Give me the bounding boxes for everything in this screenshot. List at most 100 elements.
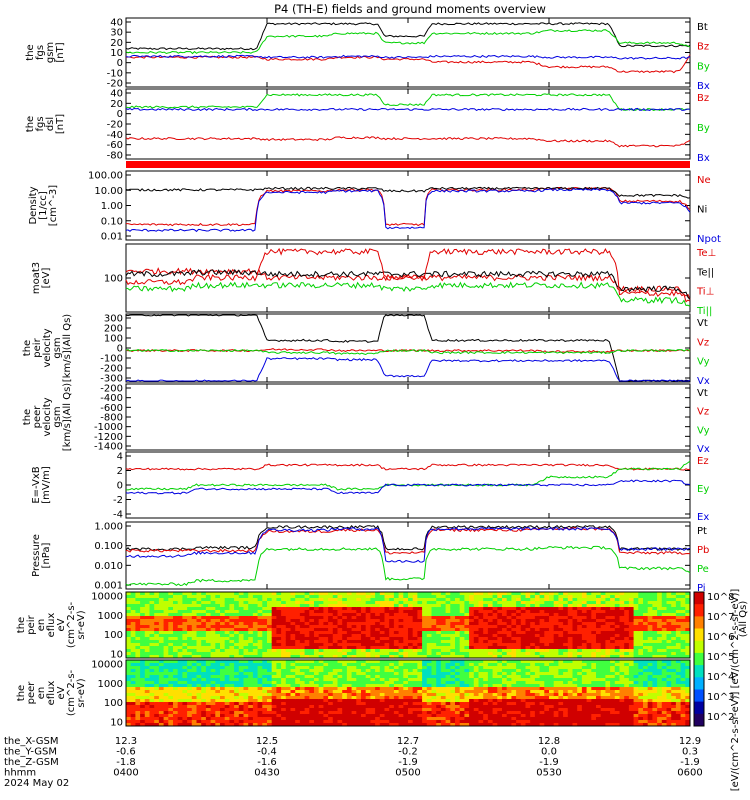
spectrogram-cell: [135, 595, 141, 599]
spectrogram-cell: [295, 616, 301, 620]
spectrogram-cell: [520, 613, 526, 617]
spectrogram-cell: [144, 625, 150, 629]
spectrogram-cell: [290, 646, 296, 650]
spectrogram-cell: [130, 619, 136, 623]
spectrogram-cell: [196, 699, 202, 703]
spectrogram-cell: [478, 681, 484, 685]
spectrogram-cell: [534, 655, 541, 659]
spectrogram-cell: [361, 592, 367, 596]
spectrogram-cell: [497, 696, 503, 700]
spectrogram-cell: [276, 672, 282, 676]
spectrogram-cell: [450, 672, 456, 676]
spectrogram-cell: [534, 631, 541, 635]
spectrogram-cell: [473, 643, 479, 647]
spectrogram-cell: [158, 610, 165, 614]
spectrogram-cell: [610, 628, 616, 632]
spectrogram-cell: [168, 622, 174, 626]
spectrogram-cell: [314, 678, 320, 682]
spectrogram-cell: [191, 637, 197, 641]
spectrogram-cell: [328, 714, 334, 718]
spectrogram-cell: [440, 663, 447, 667]
spectrogram-cell: [351, 619, 357, 623]
spectrogram-cell: [144, 640, 150, 644]
spectrogram-cell: [483, 601, 489, 605]
spectrogram-cell: [314, 622, 320, 626]
spectrogram-cell: [356, 595, 362, 599]
spectrogram-cell: [290, 690, 296, 694]
spectrogram-cell: [168, 646, 174, 650]
spectrogram-cell: [375, 613, 381, 617]
spectrogram-cell: [135, 684, 141, 688]
spectrogram-cell: [520, 607, 526, 611]
spectrogram-cell: [337, 655, 343, 659]
spectrogram-cell: [384, 628, 390, 632]
spectrogram-cell: [412, 592, 418, 596]
y-tick-label: 10: [110, 718, 123, 729]
spectrogram-cell: [144, 616, 150, 620]
spectrogram-cell: [403, 595, 409, 599]
spectrogram-cell: [502, 598, 508, 602]
spectrogram-cell: [285, 663, 291, 667]
spectrogram-cell: [539, 693, 545, 697]
spectrogram-cell: [539, 681, 545, 685]
spectrogram-cell: [455, 604, 461, 608]
spectrogram-cell: [393, 717, 400, 721]
spectrogram-cell: [173, 723, 179, 727]
spectrogram-cell: [149, 637, 155, 641]
spectrogram-cell: [426, 634, 432, 638]
spectrogram-cell: [154, 699, 160, 703]
spectrogram-cell: [201, 696, 207, 700]
spectrogram-cell: [224, 720, 230, 724]
spectrogram-cell: [469, 607, 475, 611]
spectrogram-cell: [135, 604, 141, 608]
spectrogram-cell: [647, 640, 653, 644]
spectrogram-cell: [497, 601, 503, 605]
spectrogram-cell: [520, 628, 526, 632]
spectrogram-cell: [149, 705, 155, 709]
spectrogram-cell: [290, 660, 296, 664]
spectrogram-cell: [361, 622, 367, 626]
spectrogram-cell: [314, 625, 320, 629]
spectrogram-cell: [666, 652, 672, 656]
legend-pe: Pe: [697, 564, 709, 575]
spectrogram-cell: [539, 666, 545, 670]
spectrogram-cell: [661, 619, 667, 623]
spectrogram-cell: [398, 681, 404, 685]
spectrogram-cell: [262, 634, 268, 638]
spectrogram-cell: [567, 616, 573, 620]
spectrogram-cell: [328, 699, 334, 703]
spectrogram-cell: [403, 672, 409, 676]
spectrogram-cell: [525, 646, 531, 650]
spectrogram-cell: [459, 723, 465, 727]
spectrogram-cell: [168, 619, 174, 623]
spectrogram-cell: [487, 690, 494, 694]
spectrogram-cell: [516, 625, 522, 629]
spectrogram-cell: [389, 714, 395, 718]
spectrogram-cell: [459, 690, 465, 694]
spectrogram-cell: [323, 652, 329, 656]
spectrogram-cell: [370, 595, 376, 599]
spectrogram-cell: [267, 634, 273, 638]
spectrogram-cell: [351, 702, 357, 706]
spectrogram-cell: [135, 592, 141, 596]
spectrogram-cell: [281, 622, 287, 626]
spectrogram-cell: [158, 723, 165, 727]
spectrogram-cell: [229, 708, 235, 712]
spectrogram-cell: [158, 693, 165, 697]
spectrogram-cell: [257, 717, 263, 721]
spectrogram-cell: [314, 595, 320, 599]
spectrogram-cell: [614, 616, 620, 620]
spectrogram-cell: [393, 595, 400, 599]
spectrogram-cell: [511, 628, 517, 632]
spectrogram-cell: [643, 622, 649, 626]
spectrogram-cell: [215, 613, 221, 617]
spectrogram-cell: [661, 640, 667, 644]
spectrogram-cell: [506, 622, 512, 626]
spectrogram-cell: [469, 714, 475, 718]
y-tick-label: 100: [104, 698, 123, 709]
spectrogram-cell: [361, 655, 367, 659]
spectrogram-cell: [459, 663, 465, 667]
spectrogram-cell: [173, 672, 179, 676]
spectrogram-cell: [671, 634, 677, 638]
spectrogram-cell: [384, 669, 390, 673]
